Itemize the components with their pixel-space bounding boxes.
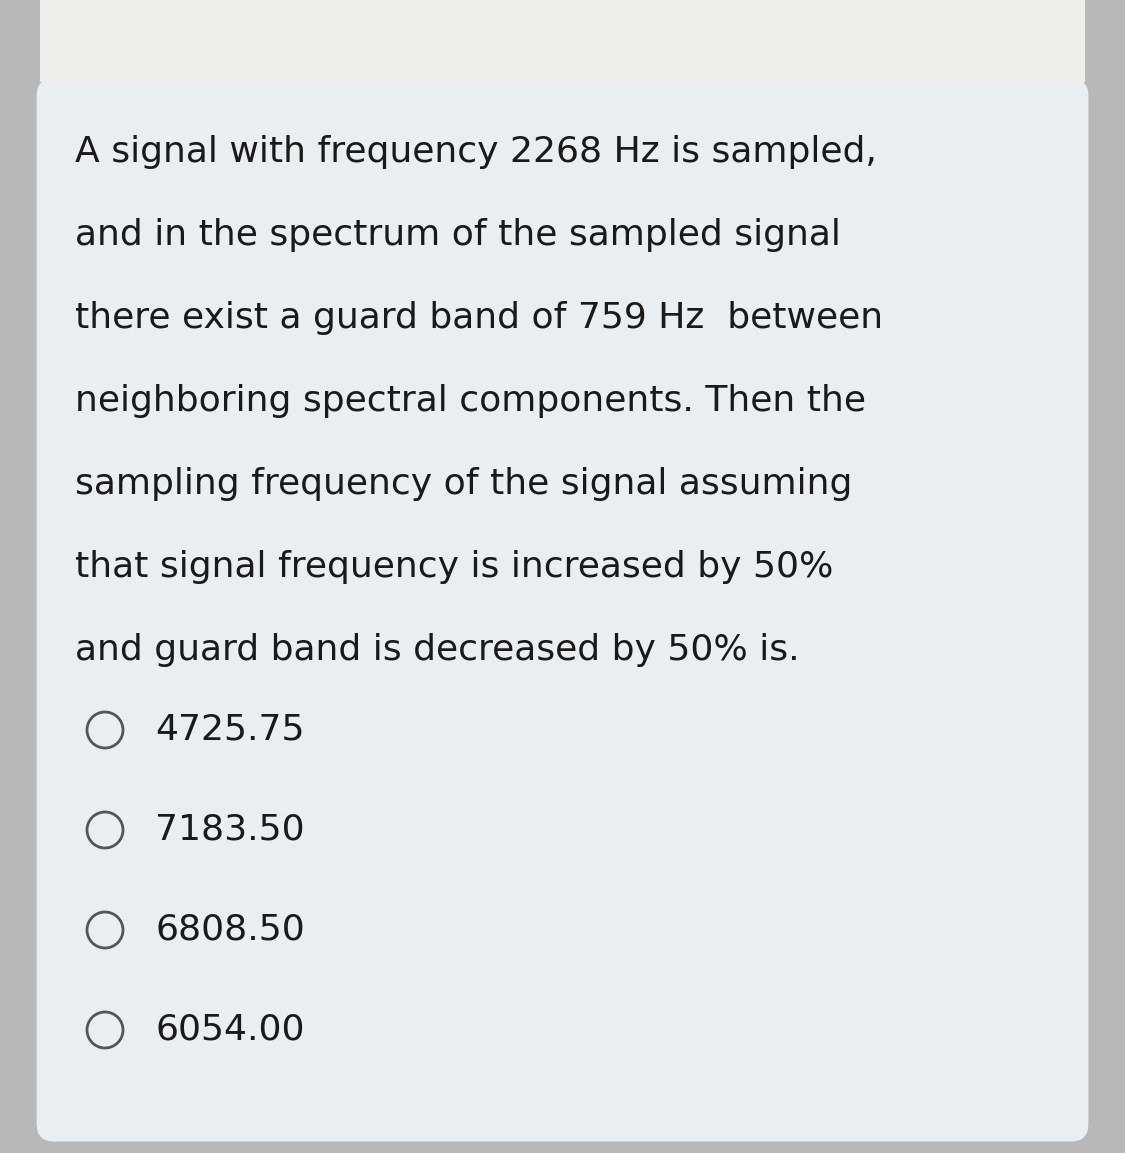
Text: sampling frequency of the signal assuming: sampling frequency of the signal assumin… — [75, 467, 853, 502]
Text: there exist a guard band of 759 Hz  between: there exist a guard band of 759 Hz betwe… — [75, 301, 883, 336]
Text: 6054.00: 6054.00 — [155, 1013, 305, 1047]
Text: that signal frequency is increased by 50%: that signal frequency is increased by 50… — [75, 550, 834, 585]
Text: 7183.50: 7183.50 — [155, 813, 305, 847]
Text: 4725.75: 4725.75 — [155, 713, 305, 747]
Text: A signal with frequency 2268 Hz is sampled,: A signal with frequency 2268 Hz is sampl… — [75, 135, 876, 169]
Text: and guard band is decreased by 50% is.: and guard band is decreased by 50% is. — [75, 633, 800, 666]
Text: 6808.50: 6808.50 — [155, 913, 305, 947]
Text: and in the spectrum of the sampled signal: and in the spectrum of the sampled signa… — [75, 218, 840, 253]
Text: neighboring spectral components. Then the: neighboring spectral components. Then th… — [75, 384, 866, 419]
